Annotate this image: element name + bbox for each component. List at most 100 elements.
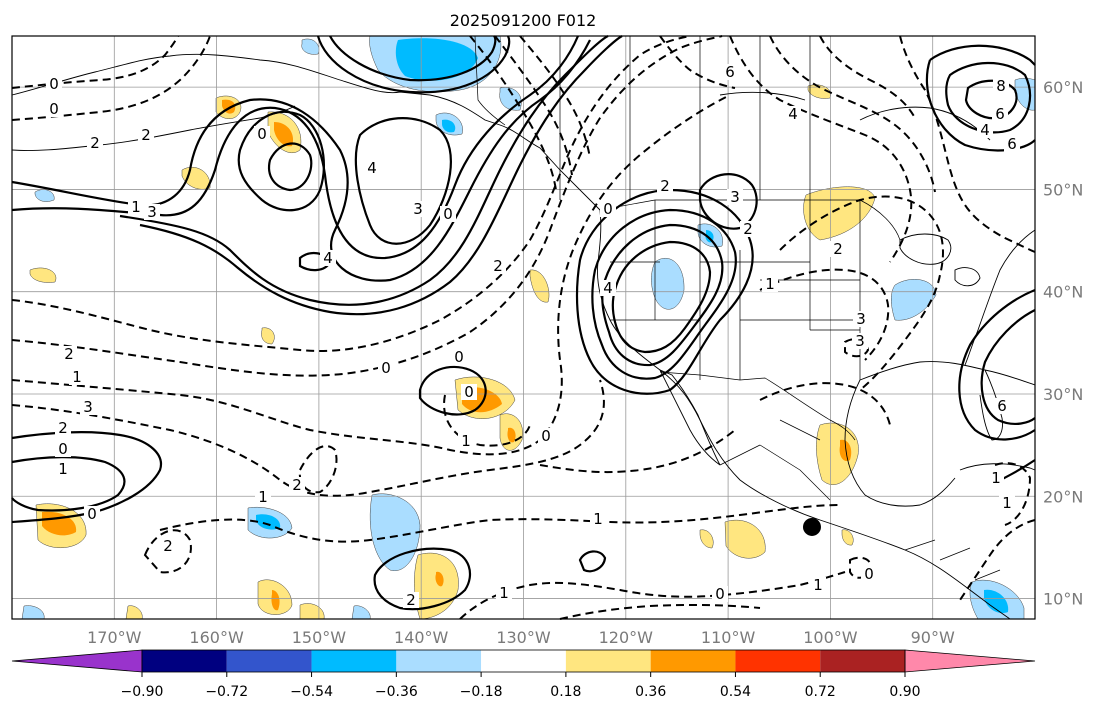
contour-label: 2: [660, 177, 670, 195]
contour-line: [11, 379, 605, 497]
contour-label: 2: [743, 220, 753, 238]
contour-label: 3: [730, 188, 740, 206]
latitude-tick-label: 60°N: [1043, 78, 1083, 97]
contour-label-bg: [600, 280, 616, 296]
contour-label-bg: [55, 461, 71, 477]
border-central-america: [904, 539, 1001, 581]
longitude-tick-label: 150°W: [292, 628, 347, 647]
shade-region: [841, 529, 854, 546]
contour-label: 3: [855, 332, 865, 350]
shade-region: [507, 427, 516, 443]
contour-label: 1: [131, 198, 141, 216]
colorbar-extend-low: [11, 649, 143, 673]
coastline-hudson: [719, 91, 991, 141]
contour-label: 1: [258, 488, 268, 506]
contour-label: 2: [163, 537, 173, 555]
contour-label: 2: [493, 257, 503, 275]
contour-line: [316, 35, 511, 94]
contour-line: [769, 35, 936, 193]
colorbar-segment: [481, 650, 566, 672]
contour-label: 4: [323, 249, 333, 267]
contour-labels: 002 21 30434026436846212340221320102210100…: [46, 63, 1020, 609]
shade-region: [435, 571, 444, 587]
contour-label-bg: [440, 206, 456, 222]
colorbar-segment: [142, 650, 227, 672]
contour-label: 1: [58, 460, 68, 478]
shade-region: [816, 422, 859, 485]
contour-label: 3: [147, 203, 157, 221]
solid-contours: [11, 35, 1036, 611]
contour-label-bg: [364, 160, 380, 176]
contour-line: [443, 394, 531, 447]
contour-line: [980, 309, 1036, 426]
contour-label-bg: [55, 420, 71, 436]
border-us-mexico: [659, 371, 856, 441]
contour-label-bg: [87, 135, 103, 151]
contour-label: 0: [541, 427, 551, 445]
colorbar-tick-label: −0.18: [460, 684, 503, 700]
contour-label: 8: [996, 77, 1006, 95]
contour-label-bg: [852, 333, 868, 349]
contour-label-bg: [490, 258, 506, 274]
contour-label-bg: [458, 433, 474, 449]
contour-label: 2: [406, 591, 416, 609]
contour-label: 6: [725, 63, 735, 81]
contour-line: [899, 35, 1036, 253]
contour-label-bg: [461, 384, 477, 400]
contour-line: [418, 365, 487, 416]
colorbar-tick-label: 0.72: [805, 684, 836, 700]
shade-region: [442, 119, 456, 133]
contour-label: 4: [367, 159, 377, 177]
contour-label: 0: [381, 359, 391, 377]
contour-label: 4: [980, 121, 990, 139]
contour-label-bg: [727, 189, 743, 205]
coastline-west-coast: [597, 209, 1011, 620]
contour-label-bg: [810, 577, 826, 593]
longitude-tick-label: 140°W: [394, 628, 449, 647]
contour-label-bg: [496, 585, 512, 601]
colorbar-tick-label: 0.18: [550, 684, 581, 700]
contour-label-bg: [46, 101, 62, 117]
contour-line: [945, 61, 1032, 134]
contour-line: [159, 504, 841, 543]
contour-label: 1: [765, 275, 775, 293]
colorbar-tick-label: −0.54: [290, 684, 333, 700]
contour-label: 0: [864, 565, 874, 583]
location-marker: [802, 517, 821, 536]
shade-region: [274, 122, 294, 147]
contour-label-bg: [46, 76, 62, 92]
contour-line: [459, 571, 846, 620]
contour-label: 2: [833, 240, 843, 258]
contour-label-bg: [785, 106, 801, 122]
shade-region: [529, 269, 550, 303]
contour-label: 0: [443, 205, 453, 223]
contour-label-bg: [403, 592, 419, 608]
contour-line: [539, 429, 736, 474]
colorbar-segment: [565, 650, 651, 672]
contour-label: 0: [49, 100, 59, 118]
contour-label-bg: [138, 127, 154, 143]
colorbar-tick-label: 0.36: [635, 684, 666, 700]
contour-line: [698, 173, 758, 230]
contour-line: [611, 240, 712, 354]
contour-label-bg: [590, 511, 606, 527]
map-panel: 002 21 30434026436846212340221320102210100…: [11, 35, 1036, 620]
border-canada-provinces: [559, 36, 811, 200]
contour-label-bg: [994, 398, 1010, 414]
contour-label: 1: [499, 584, 509, 602]
contour-label: 2: [90, 134, 100, 152]
colorbar-tick-label: 0.54: [720, 684, 751, 700]
longitude-tick-labels: 170°W 160°W 150°W 140°W 130°W 120°W 110°W 100°W…: [87, 628, 955, 647]
contour-label-bg: [144, 204, 160, 220]
contour-label-bg: [378, 360, 394, 376]
contour-label: 0: [87, 505, 97, 523]
shade-region: [724, 519, 766, 559]
colorbar-segment: [650, 650, 736, 672]
contour-line: [729, 35, 913, 263]
contour-label-bg: [988, 470, 1004, 486]
contour-label-bg: [993, 78, 1009, 94]
contour-label: 3: [856, 310, 866, 328]
contour-line: [779, 195, 944, 391]
shade-region: [29, 267, 57, 283]
contour-line: [469, 35, 557, 191]
